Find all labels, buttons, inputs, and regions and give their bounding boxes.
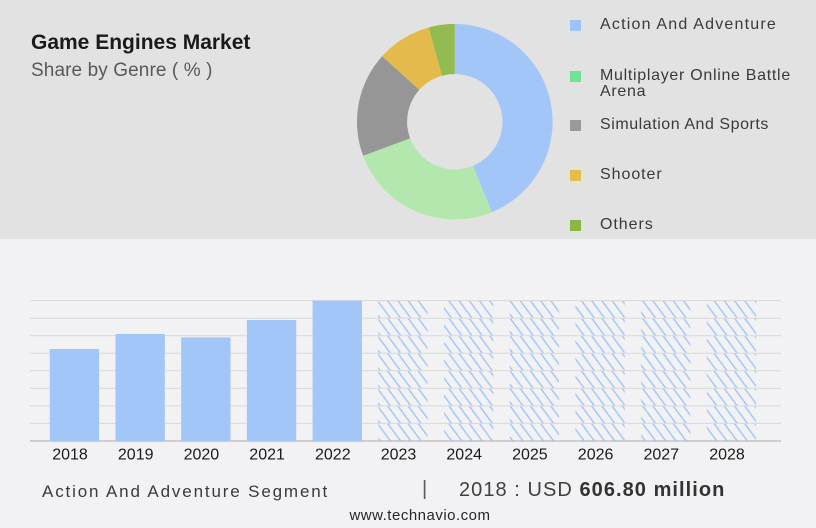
svg-text:2028: 2028 [709,447,745,464]
svg-text:2023: 2023 [381,447,417,464]
svg-text:2026: 2026 [578,447,614,464]
svg-text:2022: 2022 [315,447,351,464]
svg-text:2024: 2024 [446,447,482,464]
svg-text:2027: 2027 [644,447,680,464]
svg-text:2021: 2021 [249,447,285,464]
svg-text:2019: 2019 [118,447,154,464]
svg-text:2025: 2025 [512,447,548,464]
svg-text:2018: 2018 [52,447,88,464]
svg-text:2020: 2020 [184,447,220,464]
